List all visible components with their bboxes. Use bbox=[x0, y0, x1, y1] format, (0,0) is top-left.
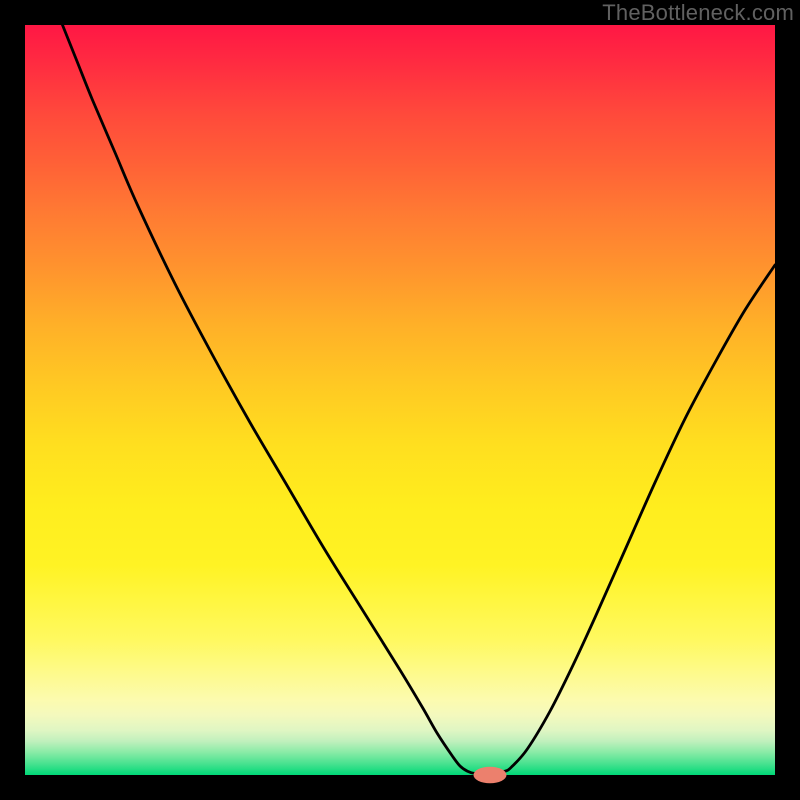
chart-background bbox=[25, 25, 775, 775]
bottleneck-chart bbox=[0, 0, 800, 800]
watermark-text: TheBottleneck.com bbox=[602, 0, 794, 26]
min-marker bbox=[474, 767, 507, 784]
chart-container: TheBottleneck.com bbox=[0, 0, 800, 800]
